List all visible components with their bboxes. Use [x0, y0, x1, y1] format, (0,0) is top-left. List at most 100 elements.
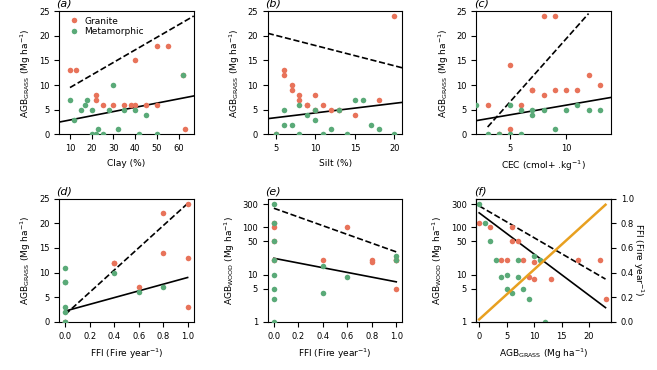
- Point: [373, 127, 384, 132]
- Point: [539, 13, 549, 19]
- Point: [104, 107, 114, 113]
- Point: [474, 221, 484, 226]
- X-axis label: Clay (%): Clay (%): [107, 159, 146, 168]
- Point: [583, 72, 594, 78]
- Point: [87, 107, 97, 113]
- Point: [60, 309, 70, 315]
- Point: [310, 117, 321, 122]
- Point: [60, 319, 70, 325]
- Point: [65, 97, 76, 103]
- Point: [279, 107, 289, 113]
- Point: [141, 112, 151, 118]
- Y-axis label: AGB$_\mathregular{WOOD}$ (Mg ha$^{-1}$): AGB$_\mathregular{WOOD}$ (Mg ha$^{-1}$): [431, 216, 445, 305]
- Point: [367, 257, 377, 263]
- X-axis label: FFI (Fire year$^{-1}$): FFI (Fire year$^{-1}$): [89, 346, 163, 361]
- Point: [391, 253, 401, 259]
- Point: [97, 102, 108, 108]
- Point: [119, 107, 129, 113]
- Point: [326, 127, 336, 132]
- Point: [342, 274, 353, 280]
- Point: [294, 97, 305, 103]
- X-axis label: AGB$_\mathregular{GRASS}$ (Mg ha$^{-1}$): AGB$_\mathregular{GRASS}$ (Mg ha$^{-1}$): [499, 346, 589, 361]
- Point: [180, 127, 191, 132]
- Point: [550, 127, 560, 132]
- Point: [93, 127, 103, 132]
- Y-axis label: AGB$_\mathregular{GRASS}$ (Mg ha$^{-1}$): AGB$_\mathregular{GRASS}$ (Mg ha$^{-1}$): [436, 28, 451, 118]
- Point: [141, 102, 151, 108]
- Point: [512, 238, 523, 244]
- Point: [317, 263, 328, 269]
- Point: [60, 304, 70, 310]
- Point: [391, 257, 401, 263]
- Point: [505, 127, 515, 132]
- Point: [524, 296, 534, 302]
- Point: [505, 63, 515, 68]
- Point: [279, 72, 289, 78]
- Y-axis label: FFI (Fire year$^{-1}$): FFI (Fire year$^{-1}$): [631, 223, 645, 297]
- Point: [76, 107, 86, 113]
- Point: [269, 296, 279, 302]
- X-axis label: Silt (%): Silt (%): [319, 159, 351, 168]
- Legend: Granite, Metamorphic: Granite, Metamorphic: [64, 16, 145, 37]
- Point: [501, 257, 512, 263]
- Point: [108, 82, 119, 88]
- Point: [286, 87, 297, 93]
- Point: [501, 272, 512, 278]
- Point: [342, 131, 352, 137]
- Point: [342, 224, 353, 230]
- Point: [496, 274, 507, 280]
- Point: [529, 253, 539, 259]
- Point: [152, 102, 162, 108]
- Point: [162, 43, 173, 48]
- Point: [471, 102, 482, 108]
- Point: [130, 107, 141, 113]
- Point: [286, 122, 297, 128]
- Point: [573, 257, 583, 263]
- Point: [82, 97, 93, 103]
- Point: [317, 257, 328, 263]
- Y-axis label: AGB$_\mathregular{GRASS}$ (Mg ha$^{-1}$): AGB$_\mathregular{GRASS}$ (Mg ha$^{-1}$): [227, 28, 242, 118]
- Text: (a): (a): [57, 0, 72, 9]
- Point: [595, 82, 605, 88]
- Text: (b): (b): [265, 0, 281, 9]
- Point: [516, 131, 526, 137]
- Point: [505, 102, 515, 108]
- Point: [158, 285, 168, 290]
- Point: [133, 285, 144, 290]
- Point: [269, 221, 279, 226]
- Point: [527, 87, 537, 93]
- Point: [183, 304, 193, 310]
- Point: [271, 131, 281, 137]
- Point: [318, 102, 328, 108]
- Point: [318, 131, 328, 137]
- Point: [177, 72, 188, 78]
- Point: [507, 290, 517, 296]
- Point: [539, 107, 549, 113]
- Point: [391, 257, 401, 263]
- Point: [279, 67, 289, 73]
- Point: [286, 82, 297, 88]
- Point: [310, 92, 321, 98]
- Point: [485, 224, 495, 230]
- Point: [512, 257, 523, 263]
- Text: (e): (e): [265, 186, 281, 196]
- Point: [269, 272, 279, 278]
- Point: [334, 107, 344, 113]
- Y-axis label: AGB$_\mathregular{WOOD}$ (Mg ha$^{-1}$): AGB$_\mathregular{WOOD}$ (Mg ha$^{-1}$): [222, 216, 237, 305]
- Text: (c): (c): [474, 0, 489, 9]
- Point: [482, 131, 493, 137]
- Point: [294, 92, 305, 98]
- Point: [493, 131, 504, 137]
- Point: [183, 201, 193, 206]
- Text: (f): (f): [474, 186, 486, 196]
- Point: [279, 122, 289, 128]
- Point: [183, 255, 193, 261]
- Point: [474, 202, 484, 208]
- Point: [133, 289, 144, 295]
- Point: [109, 270, 120, 276]
- Point: [130, 102, 141, 108]
- Point: [310, 107, 321, 113]
- Point: [269, 257, 279, 263]
- Point: [326, 107, 336, 113]
- Point: [365, 122, 376, 128]
